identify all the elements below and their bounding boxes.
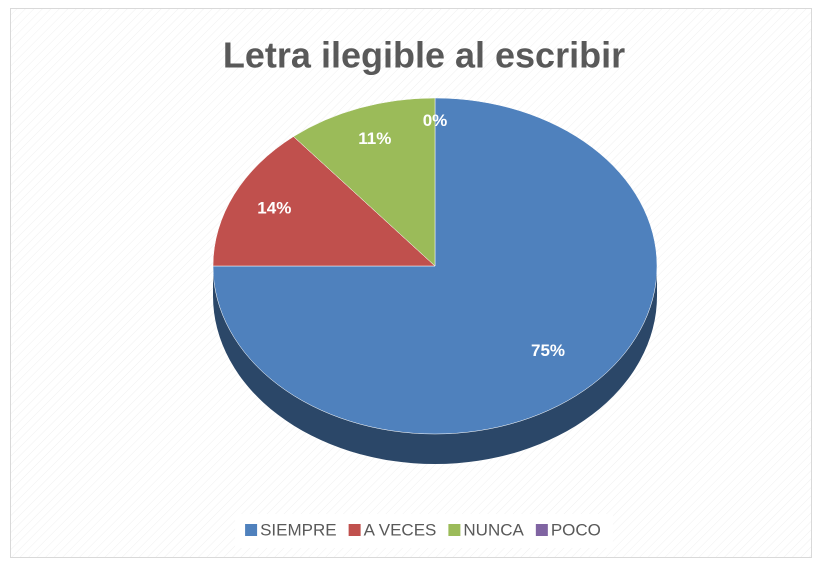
legend-swatch <box>535 524 548 536</box>
data-label: 0% <box>423 111 448 130</box>
data-label: 75% <box>531 341 565 360</box>
slice <box>212 136 436 267</box>
data-label: 11% <box>358 129 391 148</box>
slice <box>212 97 658 435</box>
data-label: 14% <box>257 198 291 217</box>
legend-label: POCO <box>551 520 601 539</box>
slice <box>293 97 436 267</box>
legend-swatch <box>348 524 361 536</box>
legend-swatch <box>245 524 258 536</box>
legend-label: A VECES <box>364 520 437 539</box>
legend-label: SIEMPRE <box>260 520 337 539</box>
pie: 75% 14% 11% 0% <box>212 97 658 464</box>
slice-side <box>213 266 657 464</box>
legend-background <box>235 514 613 548</box>
legend-label: NUNCA <box>463 520 524 539</box>
legend-swatch <box>448 524 461 536</box>
chart-title: Letra ilegible al escribir <box>223 35 625 76</box>
legend: SIEMPRE A VECES NUNCA POCO <box>235 514 613 548</box>
